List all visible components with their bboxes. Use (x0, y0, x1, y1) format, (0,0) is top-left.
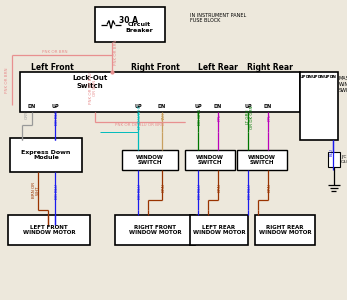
Bar (255, 215, 315, 245)
Bar (8, 215, 90, 245)
Text: DN: DN (330, 75, 337, 79)
Text: UP: UP (51, 104, 59, 110)
Bar (122, 150, 178, 170)
Text: DK BLU: DK BLU (248, 184, 252, 200)
Text: WINDOW
SWITCH: WINDOW SWITCH (136, 154, 164, 165)
Text: WINDOW
SWITCH: WINDOW SWITCH (248, 154, 276, 165)
Text: Lock-Out
Switch: Lock-Out Switch (72, 76, 108, 88)
Text: DN: DN (214, 104, 222, 110)
Text: DK BLU: DK BLU (198, 184, 202, 200)
Bar (95, 7, 165, 42)
Text: Circuit
Breaker: Circuit Breaker (125, 22, 153, 33)
Bar (300, 72, 338, 140)
Text: BLU: BLU (330, 148, 334, 156)
Text: UP: UP (194, 104, 202, 110)
Text: LT GRN
OR DK GRN: LT GRN OR DK GRN (246, 105, 254, 129)
Text: PNK OR BRN: PNK OR BRN (5, 67, 9, 93)
Text: PNK OR DK BLU OR BRN: PNK OR DK BLU OR BRN (116, 123, 164, 127)
Bar (190, 215, 248, 245)
Text: Right Front: Right Front (130, 64, 179, 73)
Text: LT BLU/WHT: LT BLU/WHT (138, 105, 142, 129)
Text: BRN: BRN (218, 184, 222, 192)
Text: PPL: PPL (268, 113, 272, 121)
Text: DK BLU: DK BLU (55, 184, 59, 200)
Text: DN: DN (264, 104, 272, 110)
Text: PNK OR DK BLU
OR BRN: PNK OR DK BLU OR BRN (89, 72, 97, 104)
Text: PPL: PPL (218, 113, 222, 121)
Text: DK GRN: DK GRN (198, 109, 202, 125)
Text: IN INSTRUMENT PANEL
FUSE BLOCK: IN INSTRUMENT PANEL FUSE BLOCK (190, 13, 246, 23)
Text: LEFT REAR
WINDOW MOTOR: LEFT REAR WINDOW MOTOR (193, 225, 245, 236)
Text: J/C
C346: J/C C346 (341, 155, 347, 164)
Text: 30 A: 30 A (119, 16, 138, 25)
Text: DN: DN (306, 75, 312, 79)
Text: UP: UP (312, 75, 318, 79)
Text: UP: UP (244, 104, 252, 110)
Bar (328, 152, 340, 167)
Text: PNK OR BRN: PNK OR BRN (114, 39, 118, 65)
Text: BRN OR
WHT: BRN OR WHT (32, 182, 40, 198)
Text: Left Front: Left Front (31, 64, 73, 73)
Text: Right Rear: Right Rear (247, 64, 293, 73)
Text: UP: UP (134, 104, 142, 110)
Bar (20, 72, 300, 112)
Text: BRN: BRN (162, 184, 166, 192)
Bar (10, 138, 82, 172)
Text: DK BLU: DK BLU (55, 111, 59, 125)
Text: GRY: GRY (25, 111, 29, 119)
Text: DN: DN (158, 104, 166, 110)
Text: Left Rear: Left Rear (198, 64, 238, 73)
Text: LEFT FRONT
WINDOW MOTOR: LEFT FRONT WINDOW MOTOR (23, 225, 75, 236)
Text: UP: UP (324, 75, 330, 79)
Text: DN: DN (28, 104, 36, 110)
Text: BRN: BRN (268, 184, 272, 192)
Text: UP: UP (300, 75, 306, 79)
Text: DN: DN (318, 75, 324, 79)
Text: RIGHT REAR
WINDOW MOTOR: RIGHT REAR WINDOW MOTOR (259, 225, 311, 236)
Bar (185, 150, 235, 170)
Text: DK BLU: DK BLU (138, 184, 142, 200)
Text: Express Down
Module: Express Down Module (21, 150, 71, 160)
Text: TAN: TAN (162, 113, 166, 121)
Text: RIGHT FRONT
WINDOW MOTOR: RIGHT FRONT WINDOW MOTOR (129, 225, 181, 236)
Bar (237, 150, 287, 170)
Bar (115, 215, 195, 245)
Text: MASTER
WINDOW
SWITCH: MASTER WINDOW SWITCH (339, 76, 347, 93)
Text: WINDOW
SWITCH: WINDOW SWITCH (196, 154, 224, 165)
Text: PNK OR BRN: PNK OR BRN (42, 50, 68, 54)
